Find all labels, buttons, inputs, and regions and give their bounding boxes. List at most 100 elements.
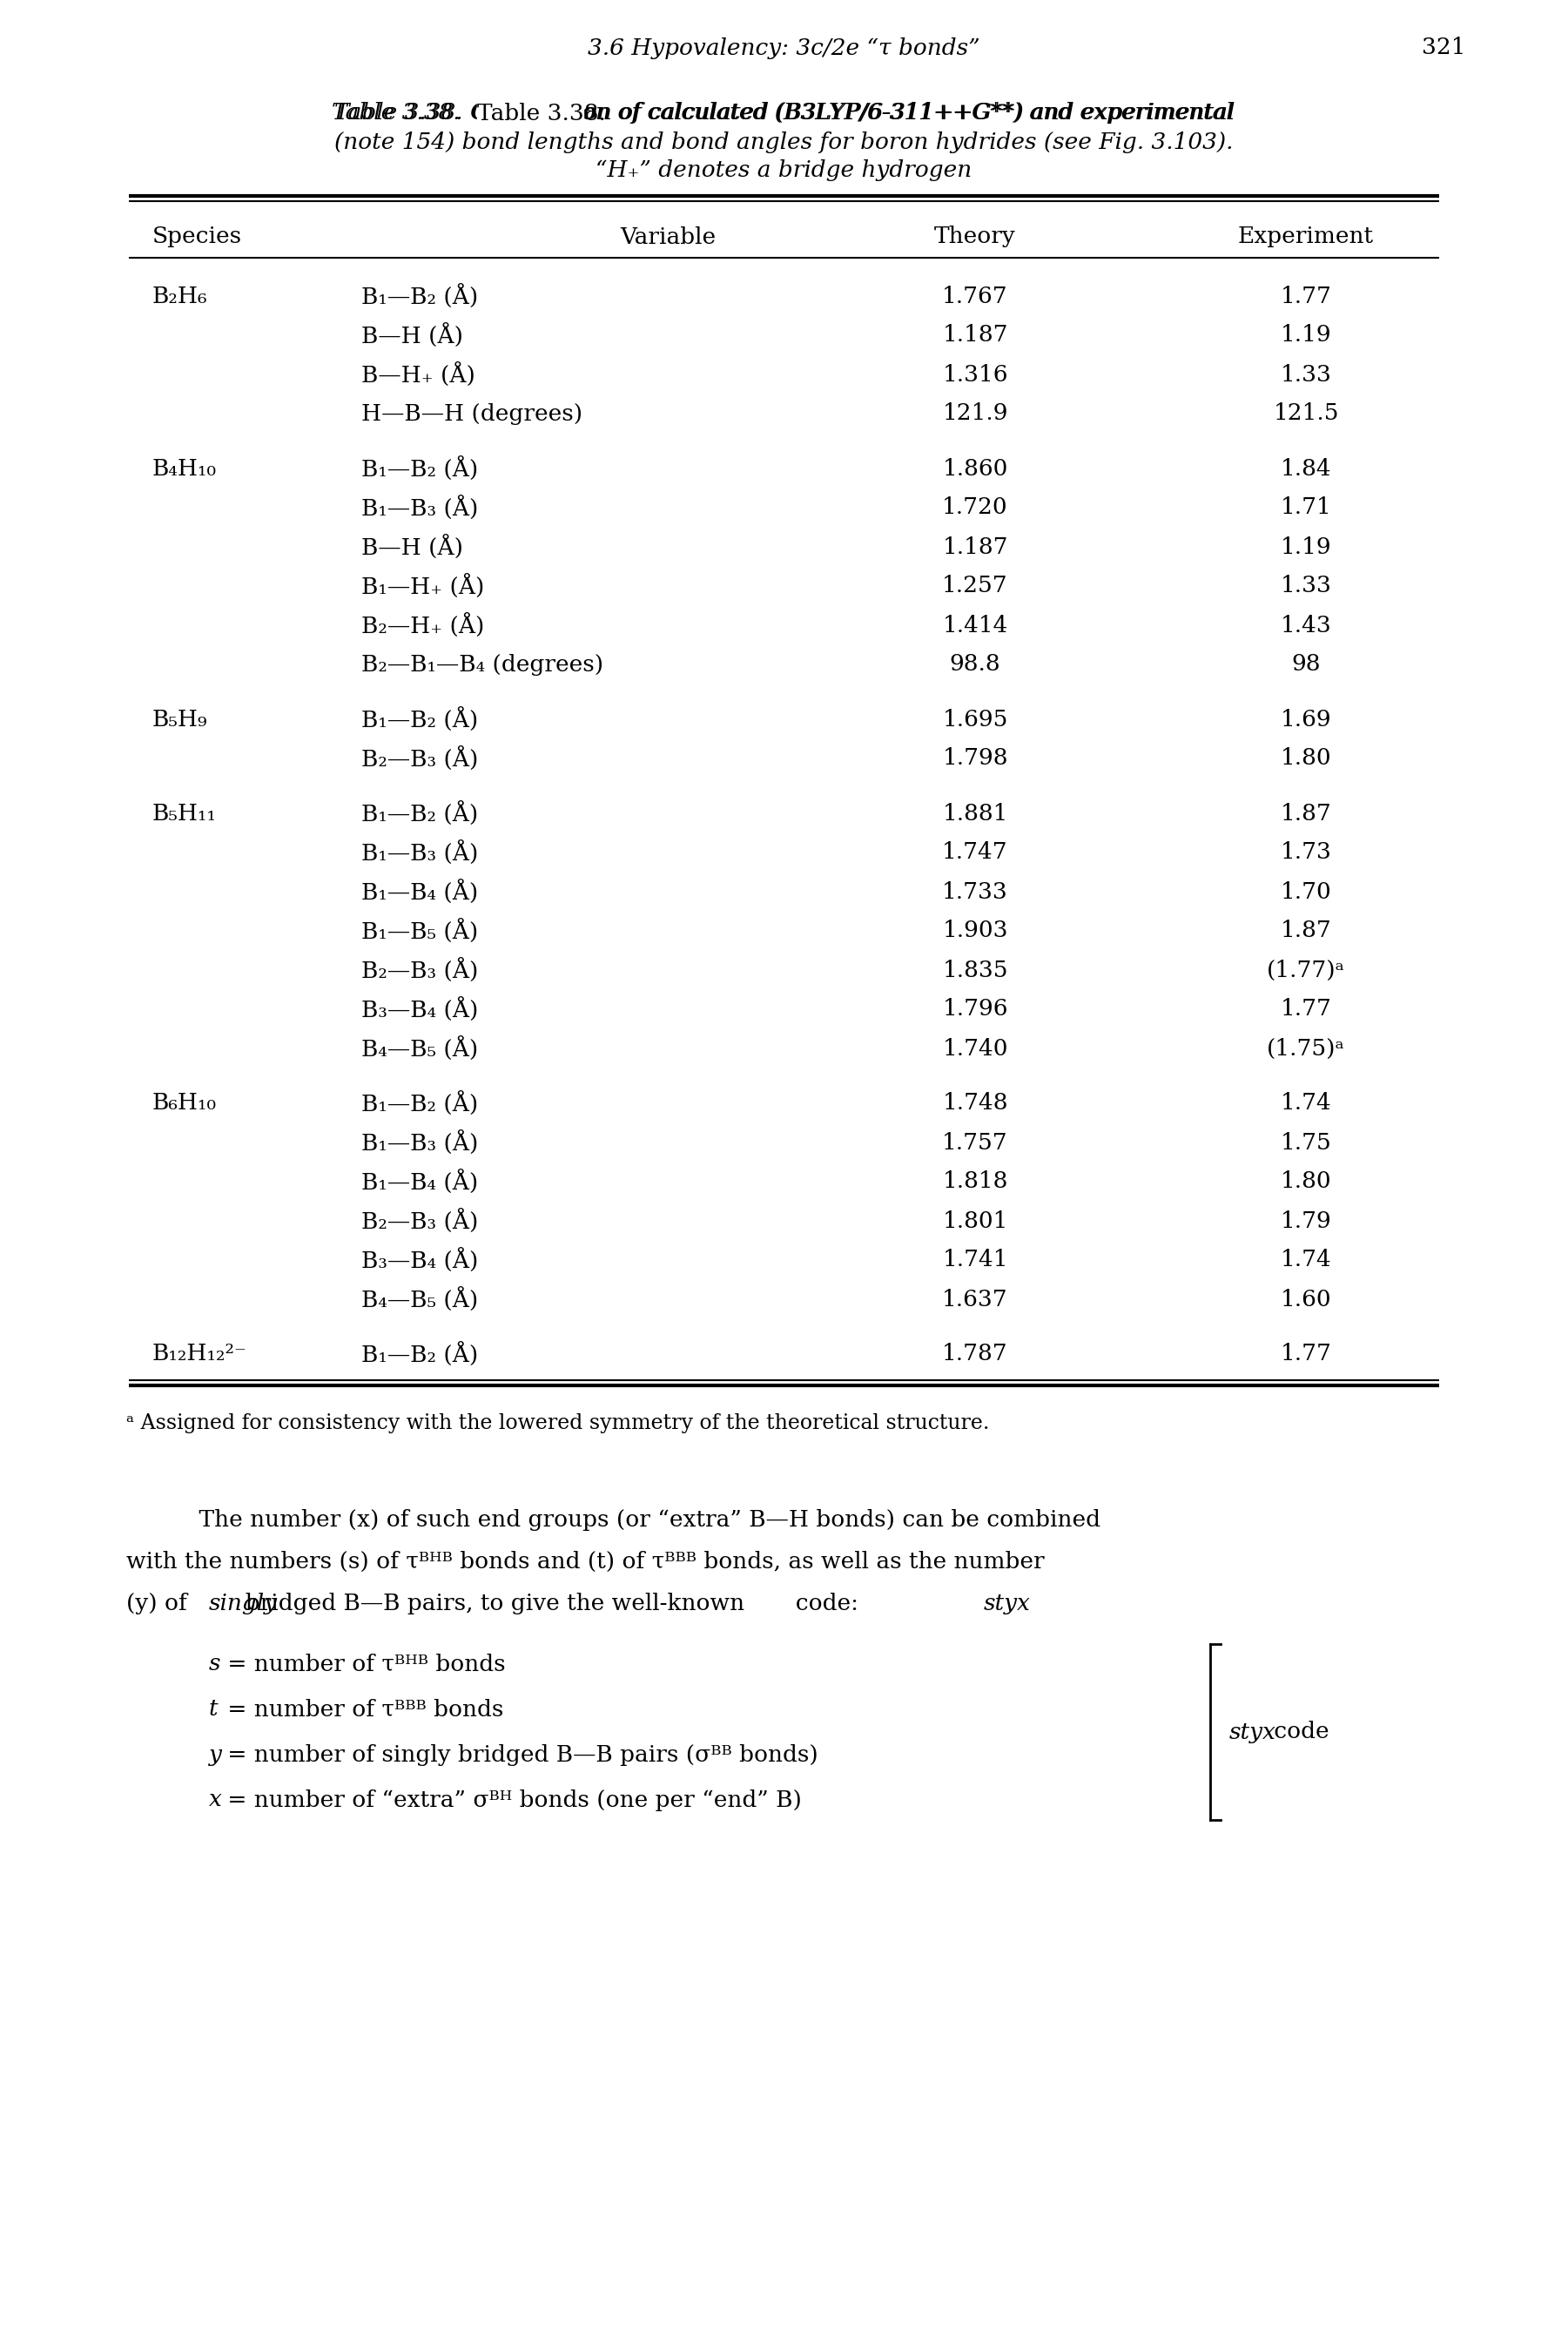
- Text: B—H (Å): B—H (Å): [361, 534, 463, 560]
- Text: 1.796: 1.796: [942, 997, 1008, 1021]
- Text: 321: 321: [1421, 38, 1465, 59]
- Text: 1.801: 1.801: [942, 1209, 1008, 1232]
- Text: 1.75: 1.75: [1281, 1131, 1331, 1152]
- Text: with the numbers (s) of τᴮᴴᴮ bonds and (t) of τᴮᴮᴮ bonds, as well as the number: with the numbers (s) of τᴮᴴᴮ bonds and (…: [127, 1550, 1044, 1571]
- Text: 3.6 Hypovalency: 3c/2e “τ bonds”: 3.6 Hypovalency: 3c/2e “τ bonds”: [588, 38, 980, 59]
- Text: 1.80: 1.80: [1281, 748, 1331, 769]
- Text: 1.881: 1.881: [942, 802, 1008, 823]
- Text: B₂—B₃ (Å): B₂—B₃ (Å): [361, 746, 478, 771]
- Text: B₃—B₄ (Å): B₃—B₄ (Å): [361, 1249, 478, 1272]
- Text: 1.187: 1.187: [942, 536, 1008, 557]
- Text: 1.79: 1.79: [1281, 1209, 1331, 1232]
- Text: code: code: [1270, 1722, 1330, 1743]
- Text: B₄—B₅ (Å): B₄—B₅ (Å): [361, 1037, 478, 1061]
- Text: B₁—B₂ (Å): B₁—B₂ (Å): [361, 802, 478, 826]
- Text: Table 3.38. Comparison of calculated (B3LYP/6-311++G**) and experimental: Table 3.38. Comparison of calculated (B3…: [334, 103, 1232, 125]
- Text: = number of “extra” σᴮᴴ bonds (one per “end” B): = number of “extra” σᴮᴴ bonds (one per “…: [220, 1790, 801, 1811]
- Text: Experiment: Experiment: [1239, 226, 1374, 247]
- Text: 1.741: 1.741: [942, 1249, 1008, 1270]
- Text: 1.77: 1.77: [1281, 1343, 1331, 1364]
- Text: s: s: [209, 1653, 221, 1675]
- Text: 1.87: 1.87: [1281, 802, 1331, 823]
- Text: 121.5: 121.5: [1273, 402, 1339, 423]
- Text: 1.695: 1.695: [942, 708, 1008, 729]
- Text: B₄—B₅ (Å): B₄—B₅ (Å): [361, 1287, 478, 1312]
- Text: B₁—B₂ (Å): B₁—B₂ (Å): [361, 1091, 478, 1115]
- Text: 1.747: 1.747: [942, 842, 1008, 863]
- Text: H—B—H (degrees): H—B—H (degrees): [361, 402, 583, 423]
- Text: = number of singly bridged B—B pairs (σᴮᴮ bonds): = number of singly bridged B—B pairs (σᴮ…: [220, 1743, 818, 1766]
- Text: 1.257: 1.257: [942, 576, 1008, 597]
- Text: 1.414: 1.414: [942, 614, 1008, 635]
- Text: ᵃ Assigned for consistency with the lowered symmetry of the theoretical structur: ᵃ Assigned for consistency with the lowe…: [127, 1414, 989, 1435]
- Text: 1.77: 1.77: [1281, 997, 1331, 1021]
- Text: Table 3.38. Comparison of calculated (B3LYP/6-311++G**) and experimental: Table 3.38. Comparison of calculated (B3…: [334, 103, 1232, 125]
- Text: B₂—B₃ (Å): B₂—B₃ (Å): [361, 957, 478, 983]
- Text: B—H (Å): B—H (Å): [361, 322, 463, 348]
- Text: 98.8: 98.8: [950, 654, 1000, 675]
- Text: Table 3.38. Comparison of calculated (B3LYP/6-311++G**) and experimental: Table 3.38. Comparison of calculated (B3…: [332, 103, 1236, 125]
- Text: 1.43: 1.43: [1281, 614, 1331, 635]
- Text: singly: singly: [209, 1592, 278, 1613]
- Text: B₁—B₃ (Å): B₁—B₃ (Å): [361, 496, 478, 520]
- Text: 1.77: 1.77: [1281, 285, 1331, 308]
- Text: B₁—B₅ (Å): B₁—B₅ (Å): [361, 920, 478, 943]
- Text: 1.767: 1.767: [942, 285, 1008, 308]
- Text: (y) of        bridged B—B pairs, to give the well-known       code:: (y) of bridged B—B pairs, to give the we…: [127, 1592, 858, 1613]
- Text: (1.75)ᵃ: (1.75)ᵃ: [1267, 1037, 1345, 1058]
- Text: 1.733: 1.733: [942, 880, 1008, 903]
- Text: styx: styx: [983, 1592, 1030, 1613]
- Text: B₁—H₊ (Å): B₁—H₊ (Å): [361, 574, 485, 597]
- Text: styx: styx: [1229, 1722, 1276, 1743]
- Text: 1.71: 1.71: [1281, 496, 1331, 517]
- Text: B₁—B₄ (Å): B₁—B₄ (Å): [361, 880, 478, 903]
- Text: B₁—B₃ (Å): B₁—B₃ (Å): [361, 840, 478, 866]
- Text: 1.84: 1.84: [1281, 459, 1331, 480]
- Text: 1.69: 1.69: [1281, 708, 1331, 729]
- Text: B₁₂H₁₂²⁻: B₁₂H₁₂²⁻: [152, 1343, 248, 1364]
- Text: 1.787: 1.787: [942, 1343, 1008, 1364]
- Text: (note 154) bond lengths and bond angles for boron hydrides (see Fig. 3.103).: (note 154) bond lengths and bond angles …: [334, 132, 1232, 153]
- Text: 1.70: 1.70: [1281, 880, 1331, 903]
- Text: 1.33: 1.33: [1281, 365, 1331, 386]
- Text: B—H₊ (Å): B—H₊ (Å): [361, 362, 475, 386]
- Text: 1.818: 1.818: [942, 1171, 1008, 1192]
- Text: B₂—B₁—B₄ (degrees): B₂—B₁—B₄ (degrees): [361, 654, 604, 675]
- Text: 1.74: 1.74: [1281, 1091, 1331, 1115]
- Text: B₂—H₊ (Å): B₂—H₊ (Å): [361, 614, 485, 637]
- Text: B₁—B₂ (Å): B₁—B₂ (Å): [361, 456, 478, 480]
- Text: The number (x) of such end groups (or “extra” B—H bonds) can be combined: The number (x) of such end groups (or “e…: [169, 1508, 1101, 1531]
- Text: 1.316: 1.316: [942, 365, 1008, 386]
- Text: t: t: [209, 1698, 218, 1719]
- Text: = number of τᴮᴴᴮ bonds: = number of τᴮᴴᴮ bonds: [220, 1653, 505, 1675]
- Text: (1.77)ᵃ: (1.77)ᵃ: [1267, 960, 1345, 981]
- Text: x: x: [209, 1790, 223, 1811]
- Text: 1.798: 1.798: [942, 748, 1008, 769]
- Text: B₂—B₃ (Å): B₂—B₃ (Å): [361, 1209, 478, 1232]
- Text: B₄H₁₀: B₄H₁₀: [152, 459, 216, 480]
- Text: B₅H₁₁: B₅H₁₁: [152, 802, 216, 823]
- Text: 1.187: 1.187: [942, 325, 1008, 346]
- Text: 1.637: 1.637: [942, 1289, 1008, 1310]
- Text: Species: Species: [152, 226, 241, 247]
- Text: 1.60: 1.60: [1281, 1289, 1331, 1310]
- Text: B₁—B₂ (Å): B₁—B₂ (Å): [361, 285, 478, 308]
- Text: 1.748: 1.748: [942, 1091, 1008, 1115]
- Text: B₁—B₄ (Å): B₁—B₄ (Å): [361, 1169, 478, 1195]
- Text: 121.9: 121.9: [942, 402, 1008, 423]
- Text: 1.860: 1.860: [942, 459, 1008, 480]
- Text: Table 3.38. Comparison of calculated (B3LYP/6-311++G**) and experimental: Table 3.38. Comparison of calculated (B3…: [332, 103, 1236, 125]
- Text: 98: 98: [1292, 654, 1320, 675]
- Text: 1.740: 1.740: [942, 1037, 1008, 1058]
- Text: B₁—B₂ (Å): B₁—B₂ (Å): [361, 1343, 478, 1367]
- Text: B₅H₉: B₅H₉: [152, 708, 207, 729]
- Text: B₃—B₄ (Å): B₃—B₄ (Å): [361, 997, 478, 1021]
- Text: “H₊” denotes a bridge hydrogen: “H₊” denotes a bridge hydrogen: [596, 160, 972, 181]
- Text: B₁—B₂ (Å): B₁—B₂ (Å): [361, 708, 478, 731]
- Text: y: y: [209, 1743, 223, 1766]
- Text: B₁—B₃ (Å): B₁—B₃ (Å): [361, 1131, 478, 1155]
- Text: 1.757: 1.757: [942, 1131, 1008, 1152]
- Text: Theory: Theory: [935, 226, 1016, 247]
- Text: B₂H₆: B₂H₆: [152, 285, 207, 308]
- Text: Variable: Variable: [619, 226, 715, 247]
